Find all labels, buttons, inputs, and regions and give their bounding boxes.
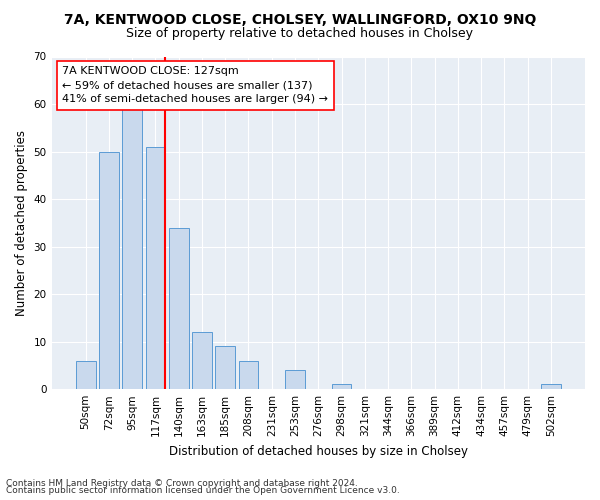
- Text: Contains HM Land Registry data © Crown copyright and database right 2024.: Contains HM Land Registry data © Crown c…: [6, 478, 358, 488]
- Bar: [332, 384, 352, 389]
- Bar: [239, 360, 259, 389]
- Text: 7A, KENTWOOD CLOSE, CHOLSEY, WALLINGFORD, OX10 9NQ: 7A, KENTWOOD CLOSE, CHOLSEY, WALLINGFORD…: [64, 12, 536, 26]
- Y-axis label: Number of detached properties: Number of detached properties: [15, 130, 28, 316]
- Bar: [99, 152, 119, 389]
- X-axis label: Distribution of detached houses by size in Cholsey: Distribution of detached houses by size …: [169, 444, 468, 458]
- Bar: [122, 109, 142, 389]
- Bar: [169, 228, 188, 389]
- Bar: [192, 332, 212, 389]
- Bar: [146, 147, 166, 389]
- Text: Size of property relative to detached houses in Cholsey: Size of property relative to detached ho…: [127, 28, 473, 40]
- Bar: [541, 384, 561, 389]
- Bar: [76, 360, 95, 389]
- Text: 7A KENTWOOD CLOSE: 127sqm
← 59% of detached houses are smaller (137)
41% of semi: 7A KENTWOOD CLOSE: 127sqm ← 59% of detac…: [62, 66, 328, 104]
- Bar: [215, 346, 235, 389]
- Text: Contains public sector information licensed under the Open Government Licence v3: Contains public sector information licen…: [6, 486, 400, 495]
- Bar: [285, 370, 305, 389]
